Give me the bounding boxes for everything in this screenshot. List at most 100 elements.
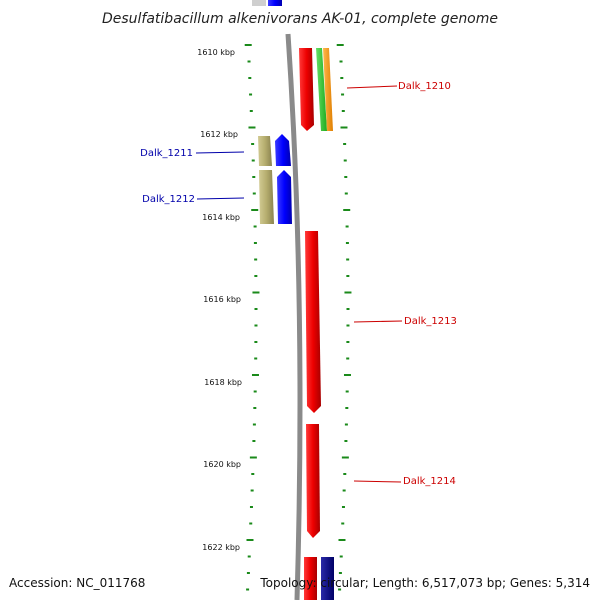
partial-gene-top-grey	[252, 0, 266, 6]
major-tick	[248, 126, 256, 129]
minor-tick	[343, 143, 347, 145]
gene-dalk-1212-olive[interactable]	[259, 170, 274, 224]
major-tick	[343, 209, 351, 211]
callout-line-dalk-1210	[346, 85, 398, 89]
topology-label: Topology: circular; Length: 6,517,073 bp…	[259, 576, 590, 590]
minor-tick	[343, 159, 347, 162]
tick-label-1620: 1620 kbp	[203, 460, 241, 469]
tick-label-1614: 1614 kbp	[202, 213, 240, 222]
major-tick	[251, 209, 259, 211]
minor-tick	[247, 555, 251, 558]
minor-tick	[252, 423, 256, 426]
minor-tick	[340, 77, 344, 79]
major-tick	[252, 291, 260, 294]
gene-dalk-1210-green[interactable]	[316, 48, 327, 131]
minor-tick	[249, 93, 253, 96]
major-tick	[338, 539, 346, 541]
gene-dalk-1213[interactable]	[305, 231, 321, 413]
minor-tick	[345, 407, 349, 409]
gene-dalk-1214[interactable]	[306, 424, 320, 538]
minor-tick	[254, 308, 258, 310]
minor-tick	[339, 60, 343, 63]
partial-gene-top-blue	[268, 0, 282, 6]
gene-label-dalk-1210[interactable]: Dalk_1210	[398, 81, 451, 92]
minor-tick	[345, 390, 349, 393]
minor-tick	[251, 473, 255, 475]
minor-tick	[251, 159, 255, 162]
minor-tick	[253, 407, 257, 409]
major-tick	[336, 44, 344, 46]
tick-label-1616: 1616 kbp	[203, 295, 241, 304]
callout-line-dalk-1213	[353, 320, 403, 323]
minor-tick	[341, 93, 345, 96]
minor-tick	[252, 176, 256, 178]
gene-label-dalk-1213[interactable]: Dalk_1213	[404, 316, 457, 327]
minor-tick	[344, 423, 348, 426]
minor-tick	[338, 572, 342, 574]
minor-tick	[253, 390, 257, 393]
gene-dalk-1211[interactable]	[275, 134, 291, 166]
accession-label: Accession: NC_011768	[9, 576, 145, 590]
minor-tick	[247, 60, 251, 63]
minor-tick	[254, 324, 258, 327]
minor-tick	[252, 440, 256, 442]
minor-tick	[250, 489, 254, 492]
tick-label-1618: 1618 kbp	[204, 378, 242, 387]
right-tick-track	[336, 44, 352, 591]
major-tick	[340, 126, 348, 129]
gene-dalk-1210[interactable]	[299, 48, 314, 131]
gene-dalk-1210-orange[interactable]	[323, 48, 333, 131]
minor-tick	[252, 192, 256, 195]
partial-gene-bottom-red	[304, 557, 317, 600]
major-tick	[246, 539, 254, 541]
gene-dalk-1211-olive[interactable]	[258, 136, 272, 166]
map-title: Desulfatibacillum alkenivorans AK-01, co…	[102, 11, 498, 27]
tick-label-1622: 1622 kbp	[202, 543, 240, 552]
minor-tick	[346, 341, 350, 343]
minor-tick	[346, 324, 350, 327]
minor-tick	[341, 110, 345, 112]
partial-gene-bottom-navy	[321, 557, 334, 600]
genome-backbone	[285, 33, 303, 600]
major-tick	[251, 374, 259, 376]
minor-tick	[345, 225, 349, 228]
major-tick	[244, 44, 252, 46]
left-tick-track	[244, 44, 260, 591]
minor-tick	[346, 308, 350, 310]
callout-line-dalk-1212	[196, 197, 245, 200]
tick-label-1610: 1610 kbp	[197, 48, 235, 57]
minor-tick	[249, 110, 253, 112]
major-tick	[341, 456, 349, 459]
minor-tick	[251, 143, 255, 145]
minor-tick	[343, 473, 347, 475]
minor-tick	[254, 275, 258, 277]
minor-tick	[346, 258, 350, 261]
minor-tick	[341, 522, 345, 525]
minor-tick	[346, 275, 350, 277]
callout-line-dalk-1211	[195, 151, 245, 154]
minor-tick	[339, 555, 343, 558]
gene-label-dalk-1214[interactable]: Dalk_1214	[403, 476, 456, 487]
minor-tick	[342, 489, 346, 492]
minor-tick	[254, 357, 258, 360]
minor-tick	[249, 522, 253, 525]
minor-tick	[344, 176, 348, 178]
minor-tick	[345, 242, 349, 244]
minor-tick	[344, 440, 348, 442]
minor-tick	[344, 192, 348, 195]
minor-tick	[254, 341, 258, 343]
minor-tick	[253, 225, 257, 228]
gene-label-dalk-1212[interactable]: Dalk_1212	[142, 194, 195, 205]
minor-tick	[249, 506, 253, 508]
major-tick	[344, 291, 352, 294]
minor-tick	[341, 506, 345, 508]
minor-tick	[246, 588, 250, 591]
gene-label-dalk-1211[interactable]: Dalk_1211	[140, 148, 193, 159]
minor-tick	[253, 242, 257, 244]
tick-label-1612: 1612 kbp	[200, 130, 238, 139]
major-tick	[249, 456, 257, 459]
gene-dalk-1212[interactable]	[277, 170, 292, 224]
major-tick	[343, 374, 351, 376]
minor-tick	[254, 258, 258, 261]
